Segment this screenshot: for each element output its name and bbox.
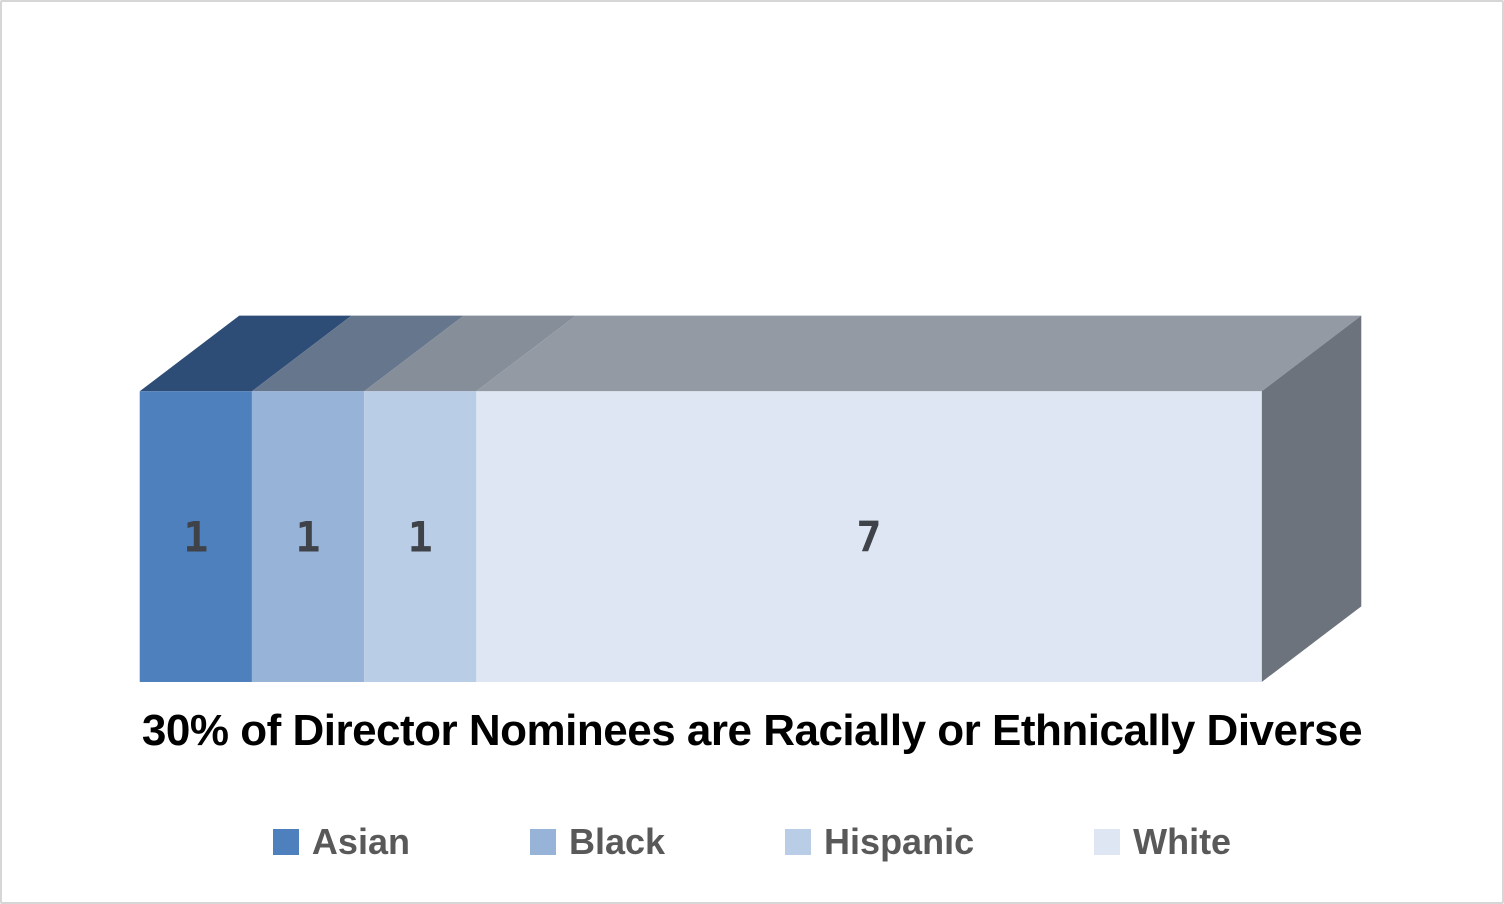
legend-label: White [1133,821,1232,862]
legend-swatch-icon [272,829,299,855]
bar-segment-asian [139,391,252,682]
legend-item-hispanic: Hispanic [785,824,974,860]
legend-item-black: Black [529,821,666,862]
bar-top-white [476,315,1362,392]
legend-item-asian: Asian [272,821,410,862]
bar-segment-white [476,391,1262,682]
bar-value-label-white: 7 [856,513,881,562]
bar-value-label-black: 1 [295,513,320,562]
bar-top-black [251,315,464,392]
bar-top-hispanic [364,315,576,392]
bar-segment-hispanic [364,391,477,682]
bar-value-label-hispanic: 1 [408,513,433,562]
legend-label: Black [568,821,666,862]
bar-segment-black [251,391,365,682]
bar-value-label-asian: 1 [183,513,208,562]
legend-swatch-icon [1094,829,1121,855]
legend: Asian Black Hispanic White [2,824,1502,860]
legend-item-white: White [1094,824,1231,860]
legend-label: Asian [311,821,410,862]
legend-swatch-icon [785,829,812,855]
bar-top-asian [139,315,352,392]
bar-side-white [1261,315,1362,682]
chart-title: 30% of Director Nominees are Racially or… [141,706,1363,755]
legend-label: Hispanic [824,821,975,862]
legend-swatch-icon [529,829,556,855]
